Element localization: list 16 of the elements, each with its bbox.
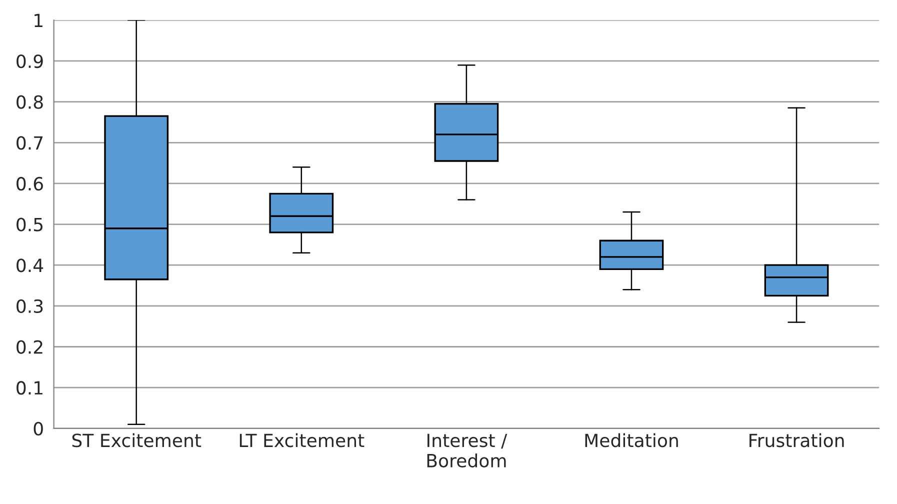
y-tick-label: 0.6	[16, 176, 43, 191]
y-tick-label: 0.8	[16, 95, 43, 109]
y-tick-label: 0.9	[16, 54, 43, 68]
y-tick-label: 0.2	[16, 340, 42, 354]
y-tick-label: 0.5	[16, 218, 43, 232]
y-tick-label: 0.3	[16, 299, 43, 314]
y-tick-label: 1	[34, 14, 42, 28]
y-tick-label: 0.7	[16, 136, 43, 150]
x-tick-label: Meditation	[585, 433, 678, 448]
x-tick-label: Interest / Boredom	[427, 434, 508, 468]
y-tick-label: 0.1	[16, 381, 42, 395]
y-tick-label: 0	[34, 422, 43, 436]
x-tick-label: ST Excitement	[72, 433, 202, 448]
y-tick-label: 0.4	[16, 258, 44, 272]
x-tick-label: LT Excitement	[240, 433, 364, 448]
x-tick-label: Frustration	[750, 433, 844, 448]
